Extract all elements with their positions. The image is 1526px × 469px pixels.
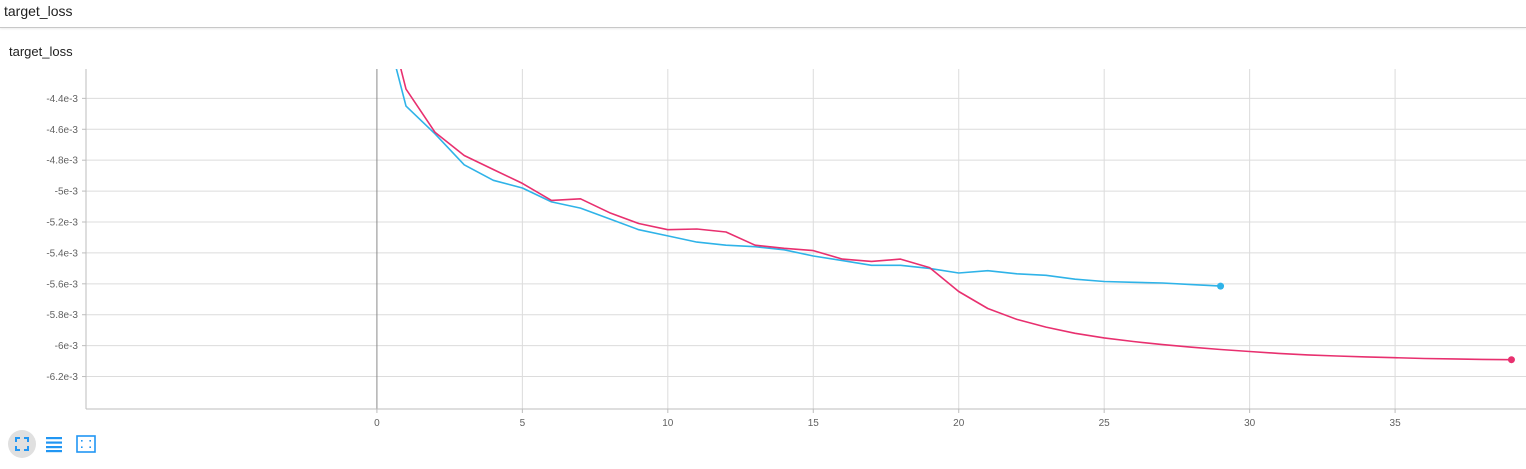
toggle-log-scale-button[interactable] xyxy=(40,430,68,458)
y-tick-label: -5.8e-3 xyxy=(46,310,78,321)
data-list-icon xyxy=(46,437,62,453)
x-tick-label: 15 xyxy=(808,418,820,429)
chart-toolbar xyxy=(8,430,100,458)
y-tick-label: -5.6e-3 xyxy=(46,279,78,290)
y-tick-label: -6e-3 xyxy=(55,341,79,352)
y-tick-label: -5e-3 xyxy=(55,187,79,198)
x-tick-label: 30 xyxy=(1244,418,1256,429)
fit-domain-icon xyxy=(76,435,96,453)
series xyxy=(377,0,1512,361)
x-tick-label: 0 xyxy=(374,418,380,429)
y-tick-label: -4.6e-3 xyxy=(46,125,78,136)
series-line-1[interactable] xyxy=(377,0,1512,361)
series-end-point-0[interactable] xyxy=(1217,282,1225,290)
y-tick-label: -5.4e-3 xyxy=(46,248,78,259)
y-tick-label: -6.2e-3 xyxy=(46,372,78,383)
fit-domain-button[interactable] xyxy=(72,430,100,458)
fullscreen-icon xyxy=(15,437,29,451)
y-tick-label: -5.2e-3 xyxy=(46,218,78,229)
grid xyxy=(86,69,1526,409)
x-tick-label: 5 xyxy=(520,418,526,429)
run-header: target_loss xyxy=(0,0,1526,28)
chart-card-title: target_loss xyxy=(9,44,73,59)
x-tick-label: 10 xyxy=(662,418,674,429)
axes: -6.2e-3 -6e-3 -5.8e-3 -5.6e-3 -5.4e-3 -5.2e-3… xyxy=(46,69,1526,429)
y-tick-label: -4.8e-3 xyxy=(46,156,78,167)
header-title: target_loss xyxy=(4,3,73,19)
x-tick-label: 20 xyxy=(953,418,965,429)
series-end-point-1[interactable] xyxy=(1507,356,1515,364)
y-tick-label: -4.4e-3 xyxy=(46,94,78,105)
x-tick-label: 25 xyxy=(1099,418,1111,429)
fullscreen-button[interactable] xyxy=(8,430,36,458)
x-tick-label: 35 xyxy=(1390,418,1402,429)
series-line-0[interactable] xyxy=(377,0,1221,287)
